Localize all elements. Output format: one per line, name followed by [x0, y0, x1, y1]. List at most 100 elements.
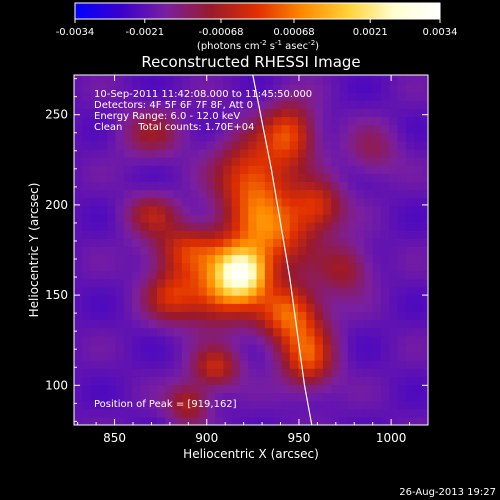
heatmap-cell — [289, 392, 299, 402]
heatmap-cell — [306, 270, 316, 280]
heatmap-cell — [372, 270, 382, 280]
heatmap-cell — [256, 360, 266, 369]
heatmap-cell — [98, 416, 108, 425]
heatmap-cell — [206, 230, 216, 239]
heatmap-cell — [298, 238, 307, 247]
heatmap-cell — [223, 222, 233, 231]
heatmap-cell — [148, 181, 158, 191]
heatmap-cell — [314, 100, 324, 109]
heatmap-cell — [331, 246, 341, 256]
heatmap-cell — [273, 100, 283, 109]
heatmap-cell — [264, 140, 274, 150]
heatmap-cell — [256, 140, 266, 150]
heatmap-cell — [248, 92, 258, 101]
heatmap-cell — [356, 213, 365, 223]
heatmap-cell — [289, 408, 299, 418]
heatmap-cell — [140, 416, 150, 425]
heatmap-cell — [223, 197, 233, 207]
heatmap-cell — [123, 116, 133, 126]
heatmap-cell — [339, 327, 349, 337]
heatmap-cell — [347, 132, 357, 142]
heatmap-cell — [289, 213, 299, 223]
heatmap-cell — [397, 75, 407, 77]
heatmap-cell — [372, 376, 382, 386]
heatmap-cell — [107, 335, 117, 345]
heatmap-cell — [298, 319, 307, 329]
heatmap-cell — [190, 335, 200, 345]
heatmap-cell — [82, 351, 92, 361]
heatmap-cell — [322, 262, 332, 272]
heatmap-cell — [74, 368, 83, 377]
heatmap-cell — [206, 343, 216, 353]
heatmap-cell — [331, 165, 341, 174]
heatmap-cell — [364, 400, 374, 410]
heatmap-cell — [90, 278, 100, 288]
heatmap-cell — [181, 222, 191, 231]
heatmap-cell — [206, 92, 216, 101]
heatmap-cell — [231, 270, 241, 280]
heatmap-cell — [156, 189, 166, 199]
heatmap-cell — [98, 376, 108, 386]
heatmap-cell — [140, 400, 150, 410]
heatmap-cell — [107, 278, 117, 288]
heatmap-cell — [190, 173, 200, 183]
heatmap-cell — [107, 416, 117, 425]
heatmap-cell — [156, 360, 166, 369]
heatmap-cell — [74, 165, 83, 174]
heatmap-cell — [347, 335, 357, 345]
heatmap-cell — [165, 132, 175, 142]
heatmap-cell — [422, 148, 428, 158]
heatmap-cell — [289, 181, 299, 191]
colorbar-tick-label: 0.0021 — [353, 27, 388, 38]
heatmap-cell — [331, 254, 341, 264]
heatmap-cell — [339, 75, 349, 77]
heatmap-cell — [405, 360, 415, 369]
heatmap-cell — [356, 295, 365, 304]
heatmap-cell — [347, 108, 357, 118]
heatmap-cell — [372, 108, 382, 118]
heatmap-cell — [306, 173, 316, 183]
heatmap-cell — [389, 222, 399, 231]
heatmap-cell — [190, 181, 200, 191]
heatmap-cell — [82, 165, 92, 174]
heatmap-cell — [314, 157, 324, 166]
heatmap-cell — [289, 157, 299, 166]
heatmap-cell — [372, 246, 382, 256]
heatmap-cell — [322, 295, 332, 304]
heatmap-cell — [132, 108, 141, 118]
heatmap-cell — [190, 75, 200, 77]
heatmap-cell — [422, 132, 428, 142]
heatmap-cell — [289, 254, 299, 264]
heatmap-cell — [298, 108, 307, 118]
heatmap-cell — [123, 343, 133, 353]
heatmap-cell — [215, 197, 224, 207]
heatmap-cell — [397, 343, 407, 353]
heatmap-cell — [339, 222, 349, 231]
heatmap-cell — [264, 181, 274, 191]
heatmap-cell — [364, 295, 374, 304]
heatmap-cell — [190, 116, 200, 126]
heatmap-cell — [223, 165, 233, 174]
heatmap-cell — [223, 303, 233, 312]
heatmap-cell — [223, 368, 233, 377]
heatmap-cell — [173, 124, 183, 134]
heatmap-cell — [173, 75, 183, 85]
heatmap-cell — [248, 116, 258, 126]
heatmap-cell — [206, 351, 216, 361]
heatmap-cell — [306, 376, 316, 386]
heatmap-cell — [198, 165, 208, 174]
heatmap-cell — [156, 295, 166, 304]
heatmap-cell — [239, 100, 249, 109]
heatmap-cell — [322, 368, 332, 377]
heatmap-cell — [231, 238, 241, 247]
heatmap-cell — [215, 100, 224, 109]
heatmap-cell — [123, 75, 133, 77]
heatmap-cell — [380, 270, 390, 280]
heatmap-cell — [123, 360, 133, 369]
heatmap-cell — [107, 400, 117, 410]
heatmap-cell — [231, 384, 241, 394]
heatmap-cell — [314, 416, 324, 425]
heatmap-cell — [181, 376, 191, 386]
heatmap-cell — [165, 246, 175, 256]
